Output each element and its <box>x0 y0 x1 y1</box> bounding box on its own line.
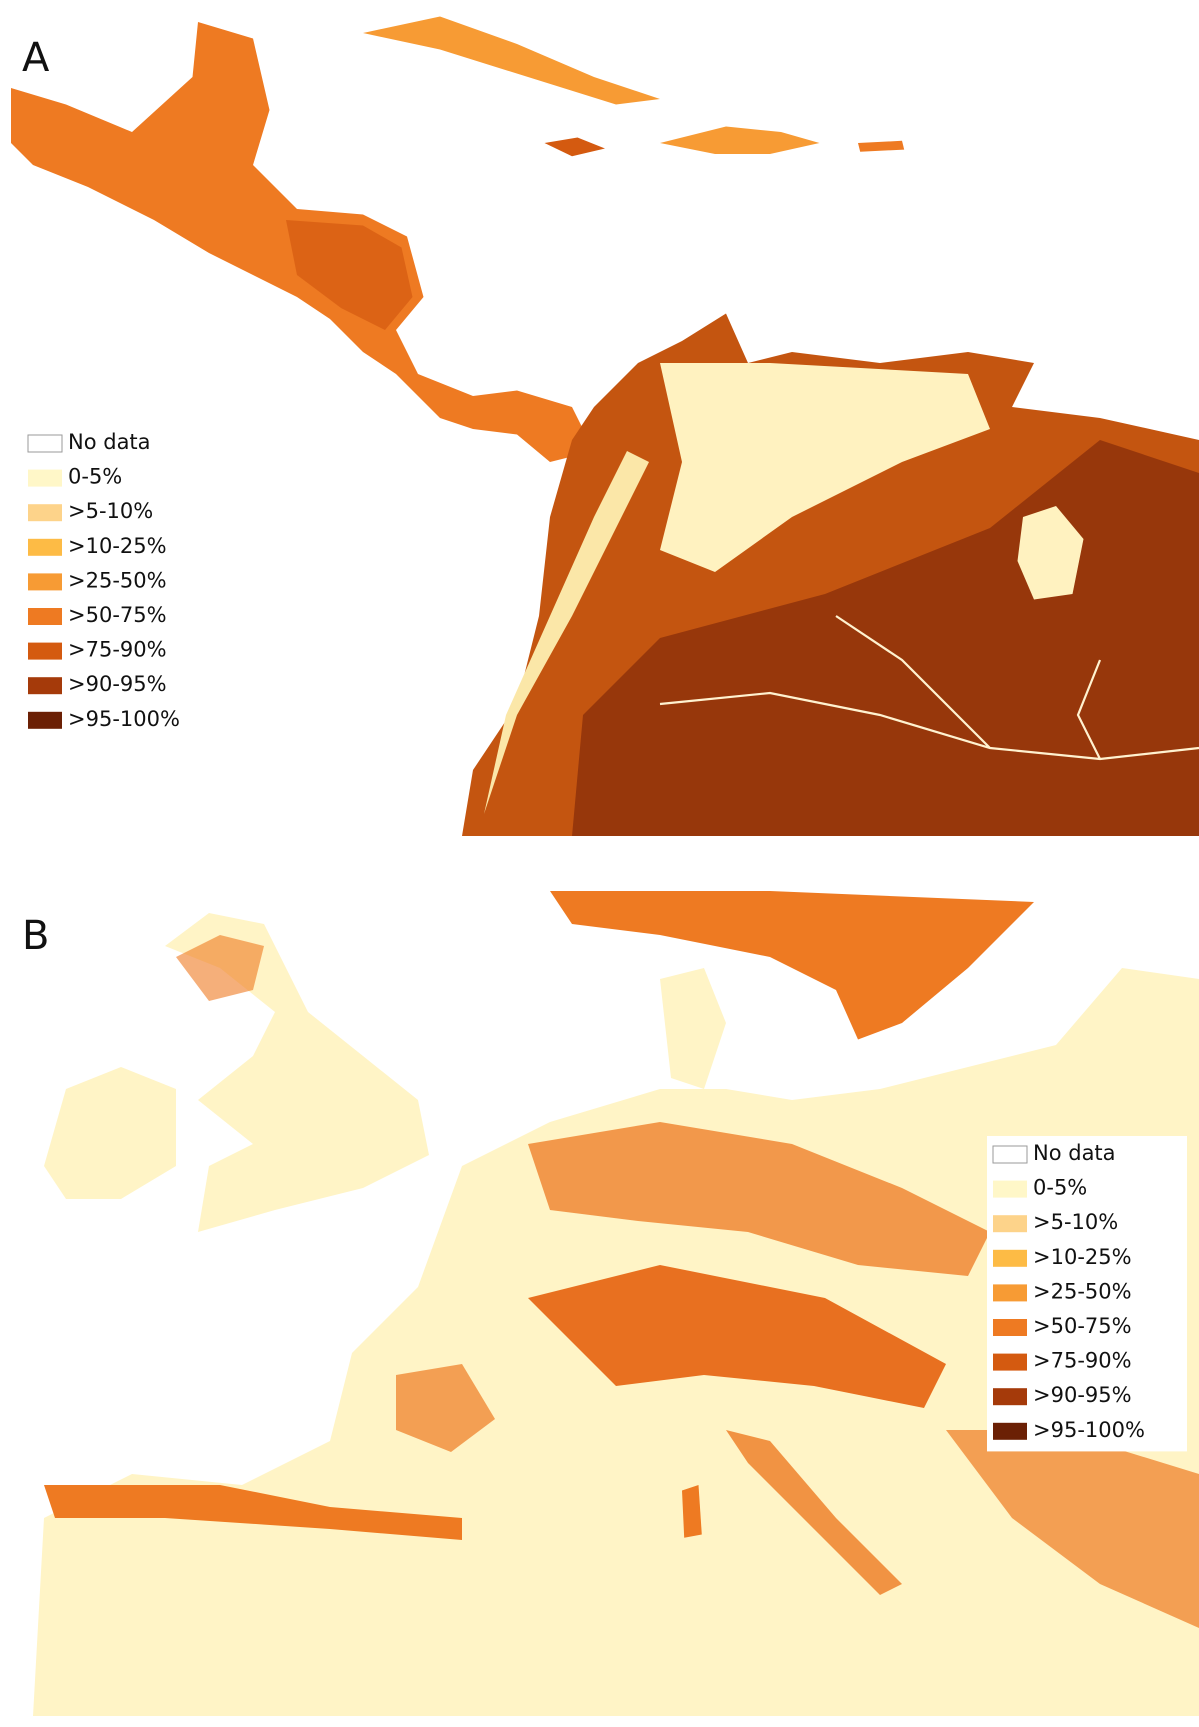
legend-label: >95-100% <box>1033 1418 1145 1442</box>
legend-label: 0-5% <box>1033 1176 1087 1200</box>
legend-label: No data <box>68 430 151 454</box>
panel-label: A <box>22 35 50 81</box>
legend-swatch <box>28 712 62 729</box>
legend-label: >75-90% <box>68 638 167 662</box>
legend-label: >10-25% <box>1033 1245 1132 1269</box>
legend-label: >90-95% <box>1033 1383 1132 1407</box>
sardinia <box>660 1546 699 1612</box>
legend-swatch <box>28 504 62 521</box>
legend-swatch <box>28 677 62 694</box>
legend-swatch <box>28 539 62 556</box>
legend-swatch <box>993 1423 1027 1440</box>
legend-label: >5-10% <box>1033 1210 1118 1234</box>
corsica <box>682 1485 702 1538</box>
legend-label: >5-10% <box>68 499 153 523</box>
legend-label: 0-5% <box>68 465 122 489</box>
legend-label: >95-100% <box>68 707 180 731</box>
legend-swatch <box>993 1215 1027 1232</box>
legend-swatch <box>28 608 62 625</box>
legend-label: >25-50% <box>1033 1279 1132 1303</box>
legend-swatch <box>993 1319 1027 1336</box>
legend-label: >25-50% <box>68 568 167 592</box>
legend-label: >10-25% <box>68 534 167 558</box>
legend-label: No data <box>1033 1141 1116 1165</box>
legend-label: >75-90% <box>1033 1349 1132 1373</box>
legend-swatch <box>28 470 62 487</box>
legend-swatch <box>993 1146 1027 1163</box>
legend-label: >50-75% <box>1033 1314 1132 1338</box>
legend-swatch <box>28 643 62 660</box>
legend-swatch <box>28 435 62 452</box>
legend-swatch <box>993 1354 1027 1371</box>
legend-label: >90-95% <box>68 672 167 696</box>
legend-swatch <box>28 573 62 590</box>
panel-label: B <box>22 913 49 959</box>
legend-swatch <box>993 1388 1027 1405</box>
figure: A No data 0-5% >5-10% >10-25% >25-50% >50-75% >… <box>0 0 1199 1727</box>
legend-swatch <box>993 1250 1027 1267</box>
legend-swatch <box>993 1181 1027 1198</box>
legend-label: >50-75% <box>68 603 167 627</box>
legend-swatch <box>993 1284 1027 1301</box>
